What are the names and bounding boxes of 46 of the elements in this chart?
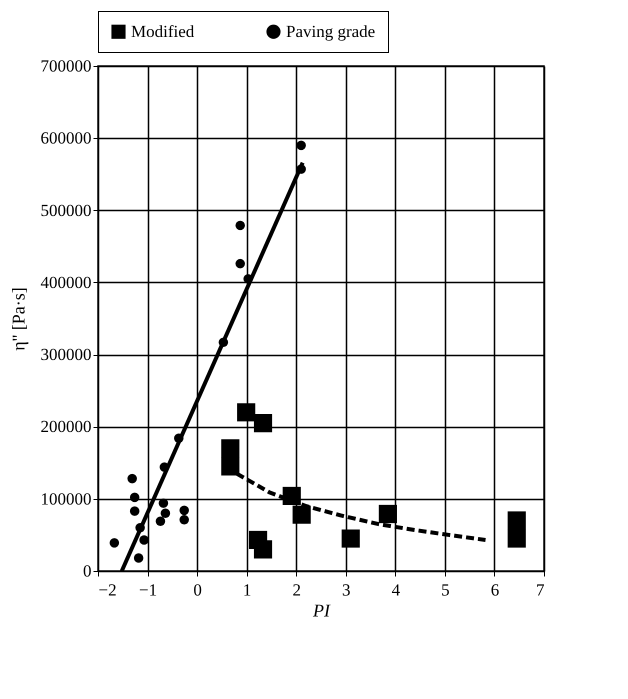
x-tick-label: 4 [392,580,401,600]
point [134,553,144,563]
y-tick-label: 0 [83,562,92,580]
x-tick-label: 7 [536,580,545,600]
point [237,403,256,422]
legend-label: Modified [131,22,195,41]
legend-label: Paving grade [286,22,376,41]
x-tick-label: 5 [441,580,450,600]
point [508,529,526,548]
x-tick-label: 2 [292,580,301,600]
point [139,535,149,545]
point [110,538,120,548]
point [342,529,360,548]
x-tick-label: −2 [98,580,117,600]
point [179,506,189,516]
x-tick-label: 0 [193,580,202,600]
point [156,516,166,526]
point [292,506,311,524]
x-tick-label: 6 [490,580,500,600]
x-tick-label: 3 [342,580,351,600]
y-axis-title: η'' [Pa·s] [8,287,28,351]
y-tick-label: 500000 [40,200,92,220]
point [508,511,526,530]
point [160,508,170,518]
x-tick-label: 1 [242,580,252,600]
point [127,474,137,484]
point [378,504,397,524]
point [130,506,140,516]
y-tick-label: 400000 [40,272,92,292]
point [179,515,189,525]
y-tick-label: 700000 [40,56,92,76]
x-tick-label: −1 [139,580,158,600]
y-tick-label: 300000 [40,345,92,364]
point [235,220,245,230]
y-tick-label: 200000 [40,417,92,436]
point [235,258,245,268]
point [130,492,140,502]
point [221,439,240,458]
x-axis-title: PI [312,600,331,620]
point [158,498,168,508]
y-tick-label: 100000 [40,489,92,508]
point [221,457,240,476]
point [296,140,306,150]
point [254,414,272,432]
y-tick-label: 600000 [40,128,92,148]
point [254,540,272,558]
